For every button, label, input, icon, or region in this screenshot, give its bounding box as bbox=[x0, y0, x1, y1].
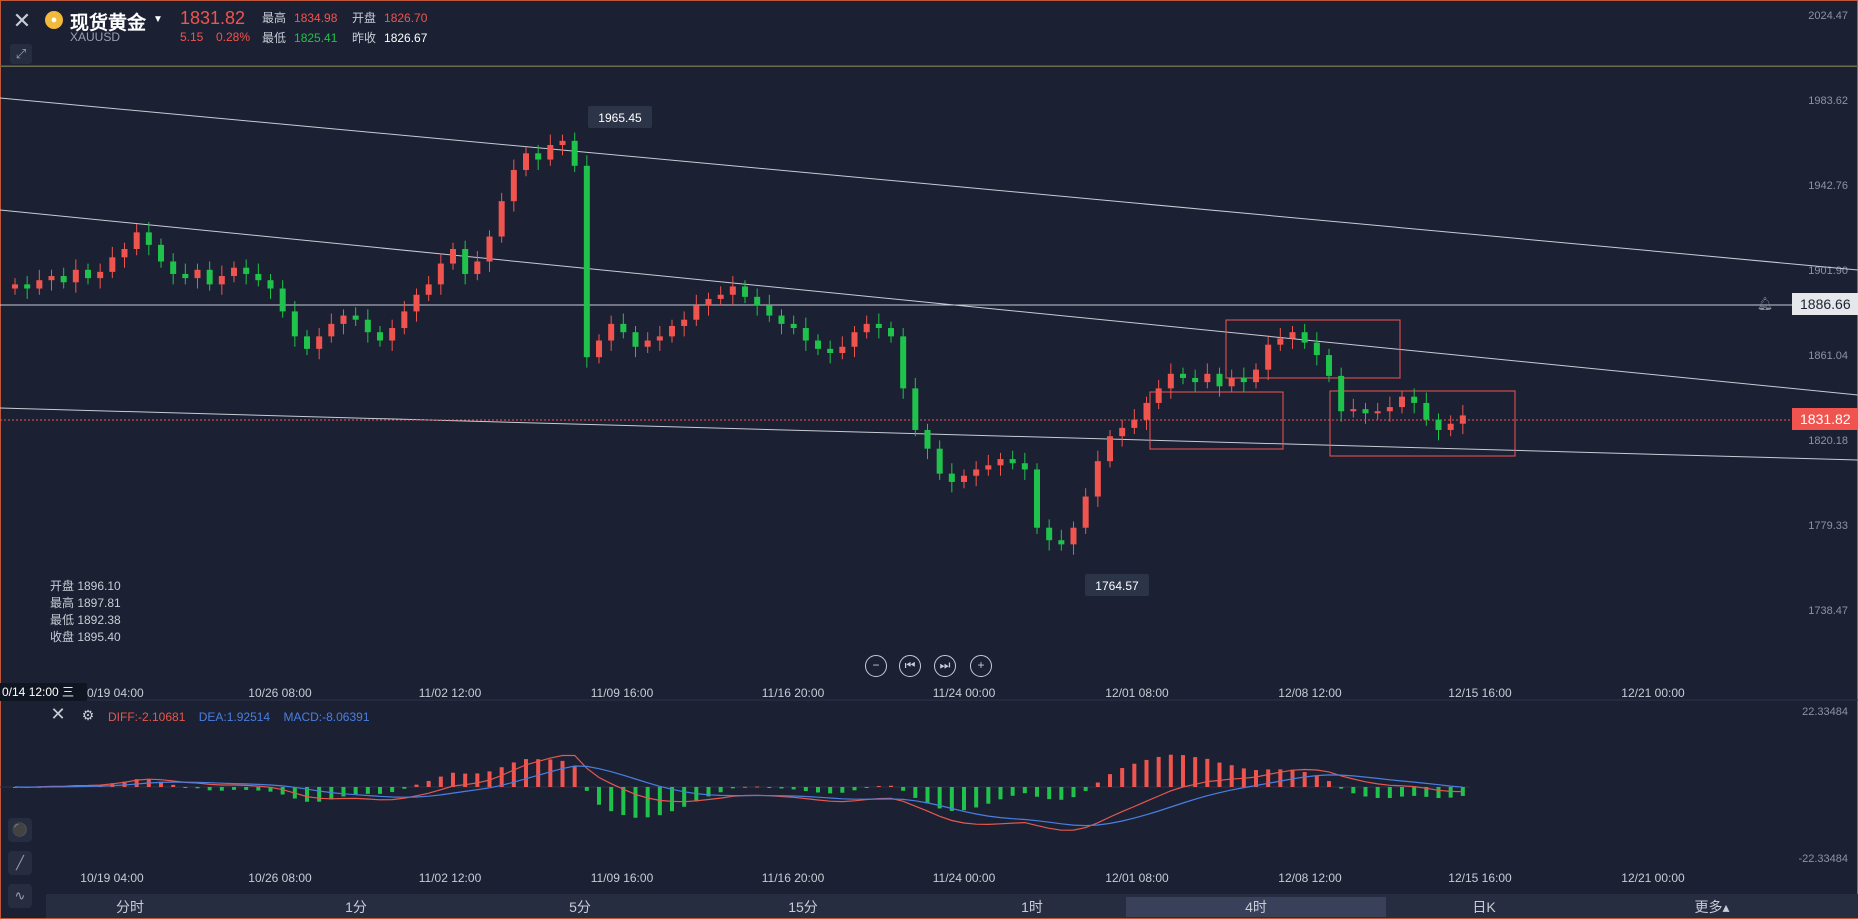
gold-coin-icon: ● bbox=[45, 11, 63, 29]
ohlc-high: 最高 1897.81 bbox=[50, 596, 121, 610]
symbol-name[interactable]: 现货黄金 bbox=[70, 13, 147, 34]
zoom-out-button[interactable]: − bbox=[865, 655, 887, 677]
price-change: 5.15 bbox=[180, 30, 204, 44]
high-quote: 最高 1834.98 bbox=[262, 11, 338, 25]
period-tab[interactable]: 日K bbox=[1472, 899, 1496, 915]
ohlc-open: 开盘 1896.10 bbox=[50, 579, 121, 593]
open-quote: 开盘 1826.70 bbox=[352, 11, 428, 25]
expand-icon[interactable]: ⤢ bbox=[10, 44, 32, 64]
level-price-tag: 1886.66 bbox=[1792, 293, 1858, 315]
close-icon[interactable]: ✕ bbox=[12, 8, 32, 33]
macd-settings-icon[interactable]: ⚙ bbox=[81, 707, 95, 723]
header-bar: ✕ ⤢ ● 现货黄金 ▼ XAUUSD 1831.82 5.15 0.28% 最… bbox=[0, 0, 1858, 67]
period-tab[interactable]: 5分 bbox=[569, 899, 591, 915]
draw-line-tool-icon[interactable]: ╱ bbox=[8, 851, 32, 875]
zoom-in-button[interactable]: + bbox=[970, 655, 992, 677]
macd-legend: DIFF:-2.10681 DEA:1.92514 MACD:-8.06391 bbox=[108, 710, 380, 724]
symbol-code: XAUUSD bbox=[70, 30, 121, 44]
indicator-tool-icon[interactable]: ⚫ bbox=[8, 818, 32, 842]
period-tab[interactable]: 1分 bbox=[345, 899, 367, 915]
symbol-dropdown-icon[interactable]: ▼ bbox=[153, 14, 163, 25]
period-tab[interactable]: 分时 bbox=[116, 899, 144, 915]
prev-close-quote: 昨收 1826.67 bbox=[352, 31, 428, 45]
period-bar bbox=[46, 894, 1858, 918]
price-change-pct: 0.28% bbox=[216, 30, 251, 44]
current-price-tag: 1831.82 bbox=[1792, 408, 1858, 430]
last-price: 1831.82 bbox=[180, 8, 246, 28]
crosshair-date-label: 0/14 12:00 三 bbox=[0, 683, 87, 701]
ohlc-readout: 开盘 1896.10 最高 1897.81 最低 1892.38 收盘 1895… bbox=[50, 578, 121, 646]
scroll-end-button[interactable]: ⏭ bbox=[934, 655, 956, 677]
ohlc-close: 收盘 1895.40 bbox=[50, 630, 121, 644]
period-tab[interactable]: 更多▴ bbox=[1694, 899, 1730, 915]
bell-icon[interactable]: 🔔︎ bbox=[1756, 296, 1774, 311]
ohlc-low: 最低 1892.38 bbox=[50, 613, 121, 627]
wave-tool-icon[interactable]: ∿ bbox=[8, 884, 32, 908]
macd-close-icon[interactable]: ✕ bbox=[50, 704, 66, 724]
period-tab[interactable]: 4时 bbox=[1126, 897, 1386, 917]
low-quote: 最低 1825.41 bbox=[262, 31, 338, 45]
macd-diff-value: DIFF:-2.10681 bbox=[108, 710, 186, 724]
macd-dea-value: DEA:1.92514 bbox=[198, 710, 271, 724]
period-tab[interactable]: 1时 bbox=[1021, 899, 1043, 915]
scroll-start-button[interactable]: ⏮ bbox=[899, 655, 921, 677]
macd-macd-value: MACD:-8.06391 bbox=[283, 710, 370, 724]
period-tab[interactable]: 15分 bbox=[788, 899, 818, 915]
